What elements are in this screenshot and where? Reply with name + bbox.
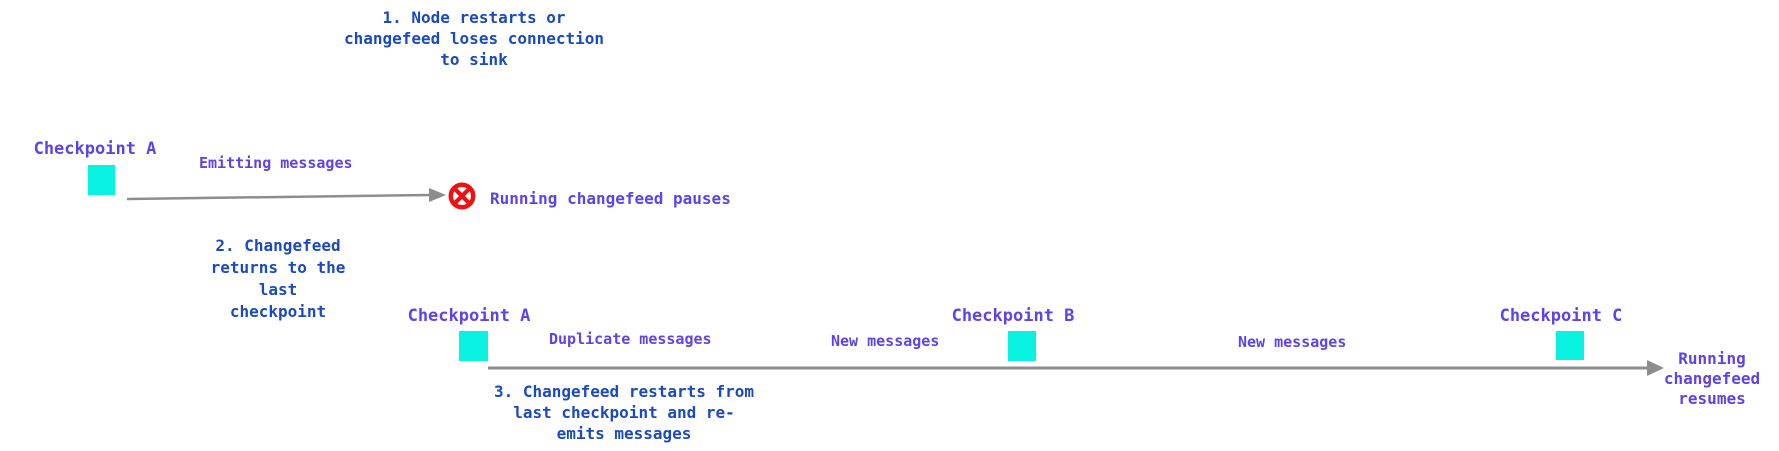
running-changefeed-resumes-label: Running changefeed resumes [1663,349,1761,408]
emitting-arrow-line [126,193,431,201]
emitting-messages-label: Emitting messages [199,154,353,172]
changefeed-paused-icon [448,182,476,210]
note-step-2: 2. Changefeed returns to the last checkp… [210,236,346,321]
checkpoint-a-label-before: Checkpoint A [33,139,157,159]
duplicate-messages-label: Duplicate messages [549,330,712,348]
running-changefeed-pauses-label: Running changefeed pauses [490,189,731,208]
checkpoint-c-marker [1556,331,1584,360]
new-messages-label-2: New messages [1238,333,1347,351]
new-messages-label-1: New messages [831,332,940,350]
note-step-1: 1. Node restarts or changefeed loses con… [343,8,605,69]
checkpoint-b-label: Checkpoint B [951,306,1075,326]
note-step-3: 3. Changefeed restarts from last checkpo… [493,382,755,443]
resume-arrow [488,360,1664,376]
emitting-arrowhead [429,188,446,202]
checkpoint-a-marker-after [459,331,488,361]
emitting-arrow [126,188,446,202]
checkpoint-c-label: Checkpoint C [1499,306,1623,326]
resume-arrowhead [1647,360,1664,376]
checkpoint-b-marker [1008,331,1036,361]
paused-icon-x-stroke-2 [453,187,471,205]
checkpoint-a-marker-before [88,165,115,195]
checkpoint-a-label-after: Checkpoint A [407,306,531,326]
